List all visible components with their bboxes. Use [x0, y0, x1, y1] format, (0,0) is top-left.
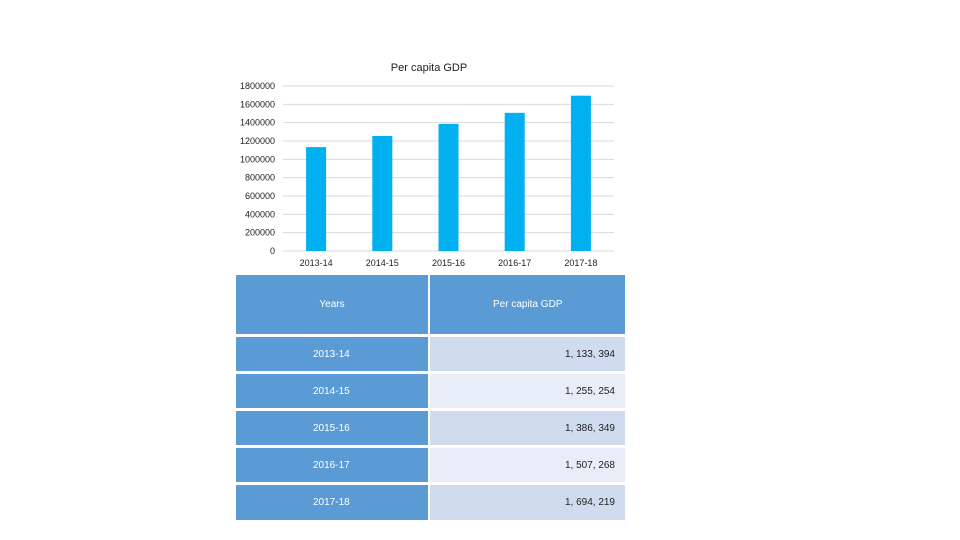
x-tick-label: 2013-14 — [300, 258, 333, 268]
cell-year: 2017-18 — [236, 485, 430, 520]
table-row: 2017-18 1, 694, 219 — [236, 485, 625, 520]
header-per-capita-gdp: Per capita GDP — [430, 275, 625, 337]
y-axis-ticks: 0 200000 400000 600000 800000 1000000 1200000 1… — [240, 81, 275, 256]
y-tick-label: 1400000 — [240, 118, 275, 128]
bar-2016-17 — [504, 112, 525, 251]
table-header-row: Years Per capita GDP — [236, 275, 625, 337]
table-row: 2015-16 1, 386, 349 — [236, 411, 625, 448]
cell-year: 2016-17 — [236, 448, 430, 485]
bar-2013-14 — [306, 147, 327, 251]
x-tick-label: 2016-17 — [498, 258, 531, 268]
x-tick-label: 2014-15 — [366, 258, 399, 268]
x-axis-ticks: 2013-14 2014-15 2015-16 2016-17 2017-18 — [300, 258, 598, 268]
bar-2014-15 — [372, 135, 393, 251]
chart-title: Per capita GDP — [391, 62, 467, 74]
y-tick-label: 1600000 — [240, 99, 275, 109]
cell-year: 2014-15 — [236, 374, 430, 411]
cell-value: 1, 507, 268 — [430, 448, 625, 485]
y-tick-label: 1000000 — [240, 154, 275, 164]
y-tick-label: 200000 — [245, 228, 275, 238]
cell-value: 1, 133, 394 — [430, 337, 625, 374]
cell-value: 1, 255, 254 — [430, 374, 625, 411]
bar-2015-16 — [438, 123, 459, 251]
bar-2017-18 — [570, 95, 591, 251]
x-tick-label: 2017-18 — [564, 258, 597, 268]
y-tick-label: 1800000 — [240, 81, 275, 91]
y-tick-label: 1200000 — [240, 136, 275, 146]
y-tick-label: 0 — [270, 246, 275, 256]
cell-year: 2013-14 — [236, 337, 430, 374]
y-tick-label: 600000 — [245, 191, 275, 201]
y-tick-label: 400000 — [245, 209, 275, 219]
cell-value: 1, 694, 219 — [430, 485, 625, 520]
cell-year: 2015-16 — [236, 411, 430, 448]
cell-value: 1, 386, 349 — [430, 411, 625, 448]
table-row: 2016-17 1, 507, 268 — [236, 448, 625, 485]
table-row: 2014-15 1, 255, 254 — [236, 374, 625, 411]
table-row: 2013-14 1, 133, 394 — [236, 337, 625, 374]
x-tick-label: 2015-16 — [432, 258, 465, 268]
bar-chart: Per capita GDP 0 200000 400000 600000 800000… — [240, 62, 614, 268]
bars — [306, 95, 591, 251]
y-tick-label: 800000 — [245, 173, 275, 183]
gdp-table: Years Per capita GDP 2013-14 1, 133, 394… — [236, 275, 625, 520]
header-years: Years — [236, 275, 430, 337]
